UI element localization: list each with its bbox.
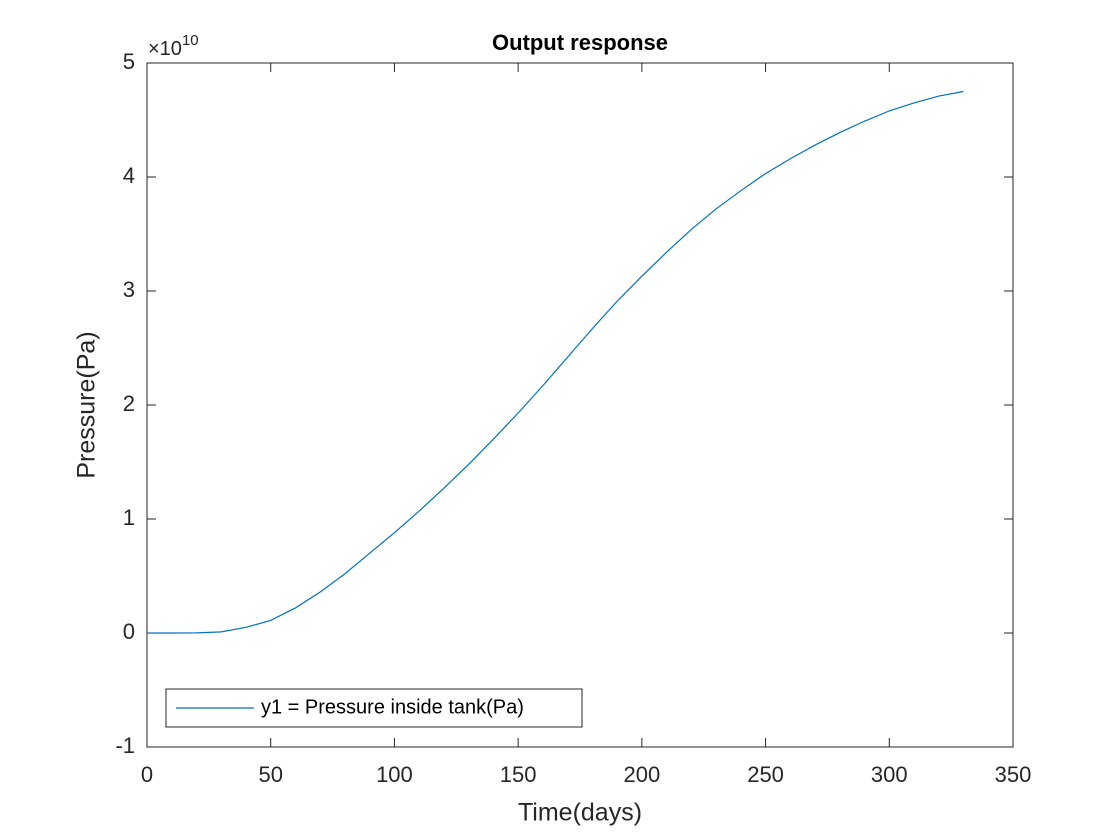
y-axis-label: Pressure(Pa): [73, 331, 101, 478]
y-multiplier-exponent: 10: [182, 32, 199, 49]
y-tick-label: 3: [123, 277, 135, 302]
legend: y1 = Pressure inside tank(Pa): [165, 688, 583, 728]
chart-title: Output response: [492, 30, 668, 55]
y-tick-label: 5: [123, 49, 135, 74]
x-tick-label: 250: [747, 762, 784, 787]
legend-label: y1 = Pressure inside tank(Pa): [261, 696, 524, 718]
x-axis-label: Time(days): [518, 799, 642, 827]
plot-box: [146, 62, 1014, 748]
x-tick-label: 300: [871, 762, 908, 787]
y-tick-label: 0: [123, 619, 135, 644]
x-tick-label: 100: [376, 762, 413, 787]
x-tick-label: 50: [258, 762, 282, 787]
y-tick-label: -1: [115, 733, 135, 758]
y-multiplier: ×1010: [148, 32, 199, 60]
y-tick-label: 1: [123, 505, 135, 530]
x-tick-label: 200: [623, 762, 660, 787]
data-line: [147, 90, 964, 634]
x-tick-label: 0: [141, 762, 153, 787]
y-multiplier-base: ×10: [148, 38, 182, 60]
x-tick-label: 150: [500, 762, 537, 787]
y-tick-label: 4: [123, 163, 135, 188]
y-tick-label: 2: [123, 391, 135, 416]
x-tick-label: 350: [995, 762, 1032, 787]
